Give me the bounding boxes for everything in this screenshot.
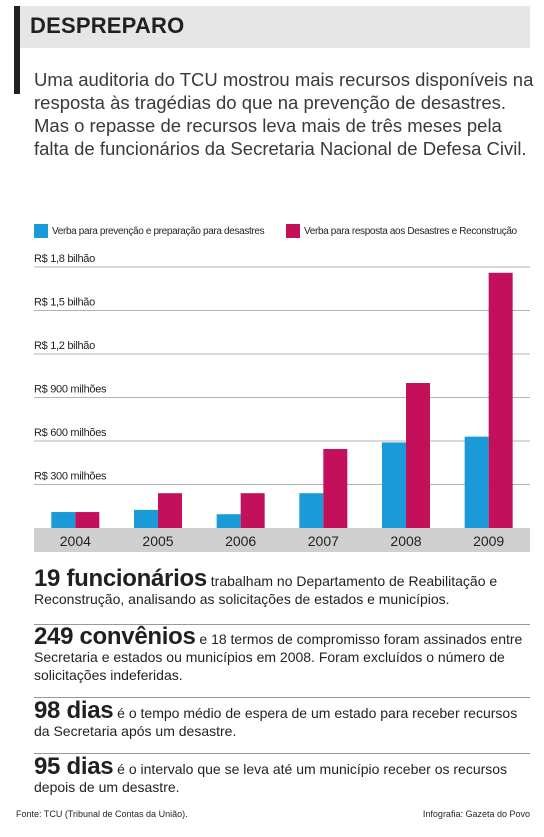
bar-response xyxy=(240,493,265,528)
fact-number: 95 dias xyxy=(34,753,114,780)
fact-text: trabalham no Departamento de Reabilitaçã… xyxy=(34,573,498,607)
fact-item: 95 dias é o intervalo que se leva até um… xyxy=(34,755,530,796)
legend-item-prevention: Verba para prevenção e preparação para d… xyxy=(34,222,265,240)
y-tick-label: R$ 1,8 bilhão xyxy=(34,253,95,265)
bar-prevention xyxy=(134,509,158,528)
x-tick-label: 2009 xyxy=(473,533,504,549)
fact-item: 98 dias é o tempo médio de espera de um … xyxy=(34,699,530,740)
legend-label-response: Verba para resposta aos Desastres e Reco… xyxy=(304,225,517,237)
y-tick-label: R$ 600 milhões xyxy=(34,427,107,439)
y-tick-label: R$ 1,2 bilhão xyxy=(34,340,95,352)
credit-note: Infografia: Gazeta do Povo xyxy=(422,809,530,819)
x-tick-label: 2006 xyxy=(225,533,256,549)
legend-item-response: Verba para resposta aos Desastres e Reco… xyxy=(286,222,517,240)
y-tick-label: R$ 900 milhões xyxy=(34,384,107,396)
x-tick-label: 2005 xyxy=(142,533,173,549)
intro-text: Uma auditoria do TCU mostrou mais recurs… xyxy=(34,69,534,159)
legend-swatch-response xyxy=(286,224,300,238)
bar-response xyxy=(158,493,182,528)
fact-item: 19 funcionários trabalham no Departament… xyxy=(34,567,530,608)
x-tick-label: 2004 xyxy=(60,533,91,549)
page-title: DESPREPARO xyxy=(30,13,185,38)
y-tick-label: R$ 1,5 bilhão xyxy=(34,297,95,309)
bar-prevention xyxy=(382,442,406,528)
fact-number: 249 convênios xyxy=(34,623,196,650)
y-tick-label: R$ 300 milhões xyxy=(34,471,107,483)
bar-prevention xyxy=(299,493,324,528)
source-note: Fonte: TCU (Tribunal de Contas da União)… xyxy=(16,809,188,819)
x-tick-label: 2008 xyxy=(390,533,421,549)
fact-text: é o tempo médio de espera de um estado p… xyxy=(34,705,518,739)
header-box: DESPREPARO xyxy=(14,6,530,48)
x-tick-label: 2007 xyxy=(308,533,339,549)
bar-prevention xyxy=(464,436,489,528)
legend-swatch-prevention xyxy=(34,224,48,238)
bar-response xyxy=(488,272,513,528)
bar-response xyxy=(406,383,430,528)
legend-label-prevention: Verba para prevenção e preparação para d… xyxy=(52,225,265,237)
fact-divider xyxy=(34,753,530,754)
fact-divider xyxy=(34,624,530,625)
chart-legend: Verba para prevenção e preparação para d… xyxy=(34,222,534,240)
x-axis-band xyxy=(34,528,530,552)
bar-chart: R$ 300 milhões R$ 600 milhões R$ 900 milhõ… xyxy=(34,253,530,552)
fact-item: 249 convênios e 18 termos de compromisso… xyxy=(34,625,530,684)
intro-accent-bar xyxy=(14,48,20,94)
fact-text: é o intervalo que se leva até um municíp… xyxy=(34,761,508,795)
fact-divider xyxy=(34,697,530,698)
bar-response xyxy=(75,512,100,528)
fact-number: 98 dias xyxy=(34,697,114,724)
bar-response xyxy=(323,448,348,528)
fact-text: e 18 termos de compromisso foram assinad… xyxy=(34,631,523,683)
bar-prevention xyxy=(216,514,241,528)
bar-prevention xyxy=(51,512,76,528)
fact-number: 19 funcionários xyxy=(34,565,207,592)
